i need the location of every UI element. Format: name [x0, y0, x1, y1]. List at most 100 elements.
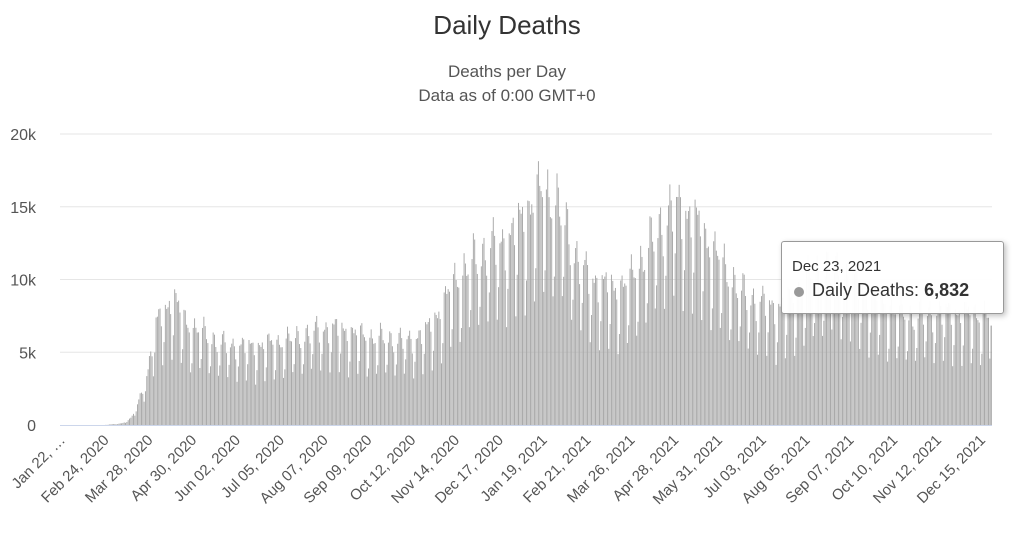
bar[interactable]: [308, 336, 310, 425]
bar[interactable]: [271, 340, 273, 425]
bar[interactable]: [316, 315, 318, 425]
bar[interactable]: [341, 322, 343, 425]
bar[interactable]: [940, 305, 942, 425]
bar[interactable]: [580, 330, 582, 425]
bar[interactable]: [613, 290, 615, 425]
bar[interactable]: [360, 325, 362, 425]
bar[interactable]: [685, 210, 687, 425]
bar[interactable]: [252, 342, 254, 425]
bar[interactable]: [893, 314, 895, 425]
bar[interactable]: [123, 422, 125, 425]
bar[interactable]: [737, 297, 739, 425]
bar[interactable]: [306, 324, 308, 425]
bar[interactable]: [125, 422, 127, 425]
bar[interactable]: [972, 348, 974, 425]
bar[interactable]: [565, 202, 567, 425]
bar[interactable]: [968, 306, 970, 425]
bar[interactable]: [721, 313, 723, 425]
bar[interactable]: [853, 273, 855, 425]
bar[interactable]: [269, 340, 271, 425]
bar[interactable]: [965, 302, 967, 425]
bar[interactable]: [423, 353, 425, 425]
bar[interactable]: [314, 321, 316, 425]
bar[interactable]: [674, 253, 676, 425]
bar[interactable]: [272, 344, 274, 425]
bar[interactable]: [798, 282, 800, 425]
bar[interactable]: [322, 331, 324, 425]
bar[interactable]: [277, 335, 279, 425]
bar[interactable]: [640, 245, 642, 425]
bar[interactable]: [616, 299, 618, 425]
bar[interactable]: [819, 286, 821, 425]
bar[interactable]: [815, 274, 817, 425]
bar[interactable]: [624, 283, 626, 425]
bar[interactable]: [458, 287, 460, 425]
bar[interactable]: [480, 266, 482, 425]
bar[interactable]: [966, 309, 968, 425]
bar[interactable]: [383, 343, 385, 425]
bar[interactable]: [969, 315, 971, 425]
bar[interactable]: [689, 206, 691, 425]
bar[interactable]: [298, 344, 300, 425]
bar[interactable]: [366, 376, 368, 425]
bar[interactable]: [245, 380, 247, 425]
bar[interactable]: [294, 338, 296, 425]
bar[interactable]: [786, 334, 788, 425]
bar[interactable]: [964, 301, 966, 425]
bar[interactable]: [612, 280, 614, 425]
bar[interactable]: [370, 329, 372, 425]
bar[interactable]: [806, 271, 808, 425]
bar[interactable]: [248, 340, 250, 425]
bar[interactable]: [221, 334, 223, 425]
bar[interactable]: [533, 301, 535, 425]
bar[interactable]: [792, 302, 794, 425]
bar[interactable]: [187, 327, 189, 425]
bar[interactable]: [462, 275, 464, 425]
bar[interactable]: [357, 373, 359, 425]
bar[interactable]: [159, 308, 161, 425]
bar[interactable]: [937, 311, 939, 425]
bar[interactable]: [170, 314, 172, 425]
bar[interactable]: [636, 335, 638, 425]
bar[interactable]: [447, 289, 449, 425]
bar[interactable]: [714, 231, 716, 425]
bar[interactable]: [816, 255, 818, 425]
bar[interactable]: [690, 237, 692, 425]
bar[interactable]: [109, 424, 111, 425]
bar[interactable]: [583, 265, 585, 425]
bar[interactable]: [498, 287, 500, 425]
bar[interactable]: [710, 330, 712, 425]
bar[interactable]: [577, 261, 579, 425]
bar[interactable]: [637, 321, 639, 425]
bar[interactable]: [861, 284, 863, 425]
bar[interactable]: [702, 291, 704, 425]
bar[interactable]: [346, 341, 348, 425]
bar[interactable]: [973, 307, 975, 425]
bar[interactable]: [529, 214, 531, 425]
bar[interactable]: [260, 346, 262, 425]
bar[interactable]: [301, 373, 303, 425]
bar[interactable]: [433, 350, 435, 425]
bar[interactable]: [990, 325, 992, 425]
bar[interactable]: [743, 274, 745, 425]
bar[interactable]: [929, 301, 931, 425]
bar[interactable]: [249, 343, 251, 425]
bar[interactable]: [824, 276, 826, 425]
bar[interactable]: [629, 268, 631, 425]
bar[interactable]: [244, 353, 246, 425]
bar[interactable]: [119, 423, 121, 425]
bar[interactable]: [584, 259, 586, 425]
bar[interactable]: [745, 295, 747, 425]
bar[interactable]: [553, 276, 555, 425]
bar[interactable]: [670, 200, 672, 425]
bar[interactable]: [610, 274, 612, 425]
bar[interactable]: [835, 255, 837, 425]
bar[interactable]: [354, 329, 356, 425]
bar[interactable]: [717, 255, 719, 425]
bar[interactable]: [138, 399, 140, 425]
bar[interactable]: [891, 298, 893, 425]
bar[interactable]: [904, 319, 906, 425]
bar[interactable]: [133, 413, 134, 425]
bar[interactable]: [305, 328, 307, 425]
bar[interactable]: [709, 257, 711, 425]
